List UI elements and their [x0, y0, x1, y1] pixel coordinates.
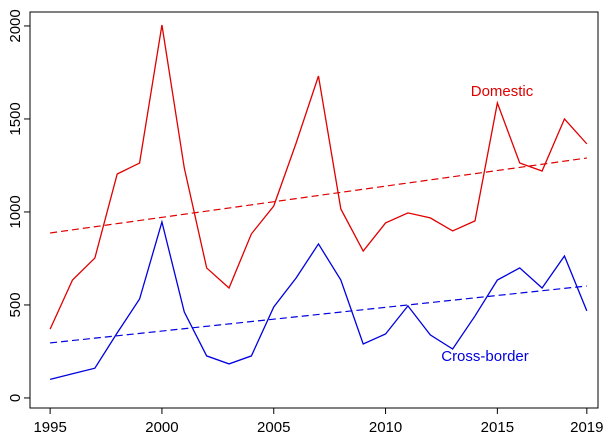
x-tick-label: 2019	[570, 419, 603, 436]
y-tick-label: 500	[7, 292, 24, 317]
series-label: Domestic	[471, 83, 534, 100]
y-tick-label: 1500	[7, 102, 24, 135]
plot-frame	[29, 11, 599, 409]
trend-line	[50, 285, 587, 344]
data-line	[49, 24, 588, 330]
series-label: Cross-border	[441, 348, 529, 365]
x-tick-label: 2000	[145, 419, 178, 436]
x-tick-label: 2015	[481, 419, 514, 436]
data-line	[49, 219, 588, 380]
x-tick-label: 2005	[257, 419, 290, 436]
trend-line	[50, 157, 587, 234]
x-tick-label: 2010	[369, 419, 402, 436]
y-tick-label: 2000	[7, 9, 24, 42]
y-tick-label: 0	[7, 394, 24, 402]
y-tick-label: 1000	[7, 195, 24, 228]
x-tick-label: 1995	[33, 419, 66, 436]
